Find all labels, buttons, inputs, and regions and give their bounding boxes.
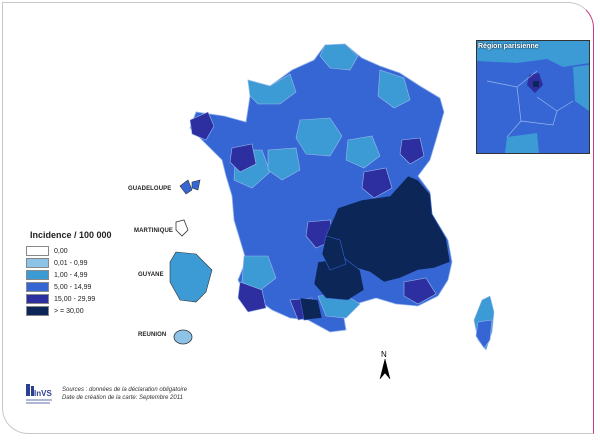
legend-swatch — [26, 294, 49, 304]
region-purple-loire — [229, 143, 257, 173]
inset-borders — [486, 70, 574, 138]
region-lightblue-centre — [295, 117, 343, 157]
region-lightblue-burgundy — [345, 135, 381, 169]
legend-label: 5,00 - 14,99 — [54, 283, 92, 291]
reunion-shape — [173, 329, 193, 345]
region-purple-franche — [399, 137, 425, 165]
legend-label: 1,00 - 4,99 — [54, 271, 88, 279]
region-purple-brittany — [189, 111, 215, 141]
region-lightblue-east — [377, 69, 411, 109]
legend-label: 0,00 — [54, 247, 68, 255]
guyane-shape — [169, 251, 213, 303]
north-label: N — [381, 350, 387, 359]
guadeloupe-shape — [179, 179, 201, 195]
region-lightblue-normandy — [247, 73, 297, 105]
sources-line-1: Sources : données de la déclaration obli… — [62, 387, 188, 393]
region-lightblue-north — [319, 43, 359, 71]
legend-item: > = 30,00 — [26, 305, 112, 317]
region-lightblue-loire — [267, 147, 301, 181]
legend-label: 0,01 - 0,99 — [54, 259, 88, 267]
inset-title: Région parisienne — [478, 43, 539, 50]
region-purple-provence — [403, 277, 437, 305]
north-arrow-icon — [379, 358, 391, 380]
invs-logo: InVS — [24, 382, 54, 408]
label-martinique: MARTINIQUE — [134, 228, 173, 234]
inset-lightblue-south — [505, 133, 539, 153]
inset-lightblue-north — [477, 41, 589, 67]
region-lightblue-southwest — [241, 255, 277, 293]
legend-rows: 0,00 0,01 - 0,99 1,00 - 4,99 5,00 - 14,99 15… — [26, 245, 112, 317]
legend-item: 1,00 - 4,99 — [26, 269, 112, 281]
logo-baseline — [26, 399, 52, 404]
region-navy-south — [313, 257, 365, 301]
legend-label: 15,00 - 29,99 — [54, 295, 96, 303]
legend-item: 5,00 - 14,99 — [26, 281, 112, 293]
inset-paris-navy — [533, 81, 539, 87]
inset-lightblue-east — [573, 65, 589, 111]
legend-item: 0,01 - 0,99 — [26, 257, 112, 269]
legend-swatch — [26, 306, 49, 316]
paris-inset — [476, 40, 590, 154]
label-guadeloupe: GUADELOUPE — [128, 186, 172, 192]
region-navy-centre — [321, 235, 347, 271]
region-purple-centre-east — [361, 167, 393, 199]
map-frame — [2, 2, 594, 434]
legend-label: > = 30,00 — [54, 307, 84, 315]
martinique-shape — [175, 219, 189, 237]
legend-item: 15,00 - 29,99 — [26, 293, 112, 305]
paris-inset-map — [477, 41, 589, 153]
label-reunion: REUNION — [138, 332, 167, 338]
legend: Incidence / 100 000 0,00 0,01 - 0,99 1,00 … — [26, 226, 112, 317]
legend-swatch — [26, 282, 49, 292]
logo-bars-icon — [26, 384, 34, 396]
logo-text: InVS — [34, 389, 52, 398]
region-navy-ariege — [299, 297, 323, 321]
north-arrow: N — [376, 349, 394, 386]
corsica-south — [475, 319, 493, 349]
legend-title: Incidence / 100 000 — [30, 230, 112, 240]
region-purple-southwest — [237, 281, 267, 313]
legend-item: 0,00 — [26, 245, 112, 257]
legend-swatch — [26, 258, 49, 268]
sources-note: Sources : données de la déclaration obli… — [62, 386, 187, 402]
label-guyane: GUYANE — [138, 272, 164, 278]
sources-line-2: Date de création de la carte: Septembre … — [62, 395, 183, 401]
legend-swatch — [26, 270, 49, 280]
legend-swatch — [26, 246, 49, 256]
